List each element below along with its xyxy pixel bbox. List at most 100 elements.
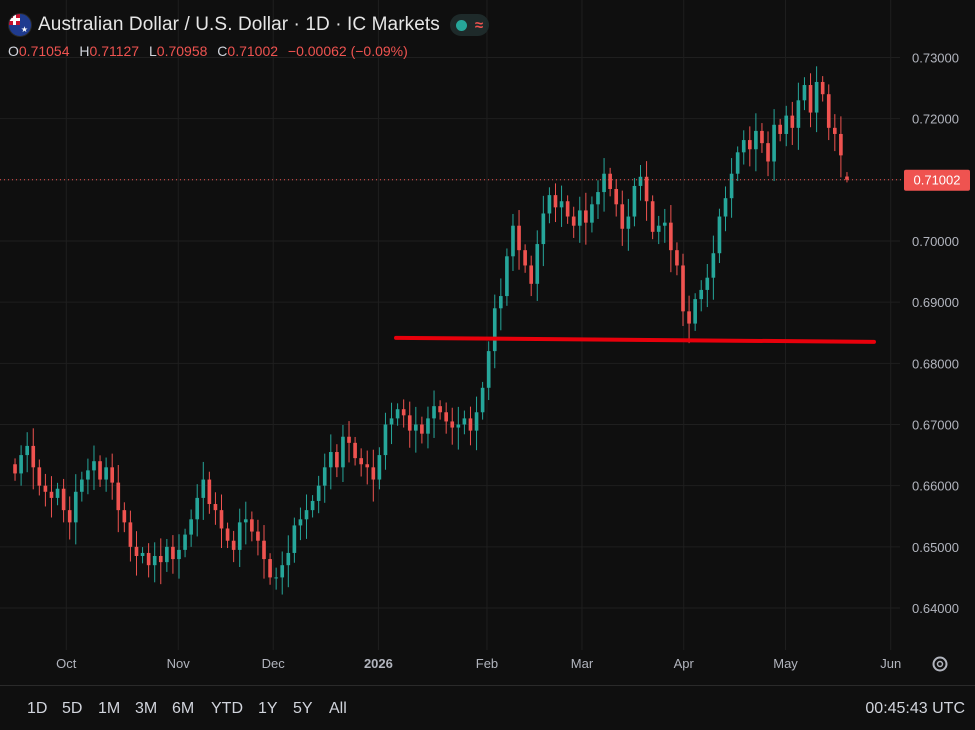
y-tick-label: 0.68000 — [912, 356, 959, 371]
candle — [213, 492, 218, 525]
candle — [13, 458, 17, 481]
candle — [86, 458, 90, 495]
change-value: −0.00062 (−0.09%) — [287, 43, 408, 59]
ohlc-values: O0.71054 H0.71127 L0.70958 C0.71002 −0.0… — [8, 43, 489, 59]
candle — [826, 84, 831, 141]
candle — [444, 402, 449, 434]
candle — [353, 436, 357, 466]
symbol-title[interactable]: Australian Dollar / U.S. Dollar · 1D · I… — [38, 14, 440, 35]
candle — [796, 82, 801, 150]
candle — [626, 198, 631, 251]
y-tick-label: 0.73000 — [912, 51, 959, 66]
candle — [747, 126, 752, 167]
candle — [49, 476, 54, 518]
candle — [608, 167, 612, 197]
candle — [602, 158, 606, 212]
range-6m-button[interactable]: 6M — [172, 700, 195, 717]
candle — [790, 101, 795, 145]
candle — [134, 531, 139, 576]
candle — [377, 447, 382, 490]
x-tick-label: Nov — [167, 656, 191, 671]
candle — [322, 453, 327, 503]
range-all-button[interactable]: All — [329, 700, 347, 717]
aud-usd-flag-icon: ★ — [8, 13, 32, 37]
candle — [675, 242, 679, 276]
candle — [535, 230, 540, 301]
candle — [359, 448, 363, 477]
candle — [286, 535, 291, 588]
chart-area[interactable]: 0.730000.720000.710000.700000.690000.680… — [0, 0, 975, 685]
candle — [553, 183, 558, 223]
candle — [158, 538, 163, 585]
range-ytd-button[interactable]: YTD — [211, 700, 243, 717]
candle — [140, 547, 145, 564]
candle — [511, 213, 515, 271]
candle — [462, 410, 467, 435]
candle — [310, 495, 315, 518]
candle — [517, 210, 521, 270]
candle — [802, 77, 807, 111]
candle — [304, 494, 309, 539]
candle — [820, 76, 825, 102]
price-chart[interactable]: 0.730000.720000.710000.700000.690000.680… — [0, 0, 975, 685]
candle — [401, 399, 406, 428]
svg-text:0.71002: 0.71002 — [914, 173, 961, 188]
candle — [693, 293, 697, 331]
candle — [43, 473, 48, 507]
market-open-dot-icon — [455, 19, 467, 31]
y-tick-label: 0.66000 — [912, 479, 959, 494]
candle — [268, 553, 272, 585]
grid-lines — [0, 0, 900, 650]
range-5y-button[interactable]: 5Y — [293, 700, 313, 717]
candle — [571, 206, 576, 238]
x-tick-label: May — [773, 656, 798, 671]
range-1y-button[interactable]: 1Y — [258, 700, 278, 717]
candle — [699, 280, 704, 312]
candle — [480, 381, 485, 420]
candle — [110, 453, 115, 500]
candle — [766, 131, 770, 177]
support-line — [394, 335, 876, 344]
candle — [67, 496, 72, 540]
x-tick-label: Feb — [476, 656, 498, 671]
range-1d-button[interactable]: 1D — [27, 700, 48, 717]
candle — [529, 255, 534, 297]
candle — [523, 244, 527, 273]
range-5d-button[interactable]: 5D — [62, 700, 83, 717]
y-tick-label: 0.70000 — [912, 234, 959, 249]
time-axis[interactable]: Oct Nov Dec 2026 Feb Mar Apr May Jun — [56, 656, 948, 672]
candle — [219, 494, 224, 549]
candle — [650, 195, 655, 240]
open-value: 0.71054 — [18, 43, 70, 59]
gear-icon[interactable] — [932, 656, 948, 672]
candle — [620, 190, 625, 246]
price-axis[interactable]: 0.730000.720000.710000.700000.690000.680… — [904, 51, 970, 617]
candle — [656, 215, 661, 245]
candle — [705, 263, 710, 308]
candle — [201, 461, 206, 520]
candle — [347, 421, 351, 463]
overlay-layer — [0, 179, 905, 344]
candle — [669, 205, 673, 273]
candle — [577, 196, 582, 243]
candle — [231, 530, 236, 563]
clock-display[interactable]: 00:45:43 UTC — [865, 700, 965, 717]
y-tick-label: 0.65000 — [912, 540, 959, 555]
candles-layer — [13, 66, 849, 595]
status-pill[interactable]: ≈ — [449, 14, 490, 36]
chart-legend: ★ Australian Dollar / U.S. Dollar · 1D ·… — [8, 10, 490, 59]
candle — [438, 400, 442, 420]
bottom-toolbar: 1D 5D 1M 3M 6M YTD 1Y 5Y All 00:45:43 UT… — [0, 685, 975, 730]
candle — [31, 428, 36, 490]
range-3m-button[interactable]: 3M — [135, 700, 158, 717]
candle — [389, 402, 394, 445]
candle — [717, 208, 722, 264]
candle — [80, 471, 84, 502]
close-value: 0.71002 — [227, 43, 279, 59]
range-1m-button[interactable]: 1M — [98, 700, 121, 717]
candle — [335, 444, 339, 478]
candle — [243, 501, 248, 545]
candle — [741, 130, 746, 165]
candle — [772, 109, 776, 182]
candle — [183, 528, 187, 558]
